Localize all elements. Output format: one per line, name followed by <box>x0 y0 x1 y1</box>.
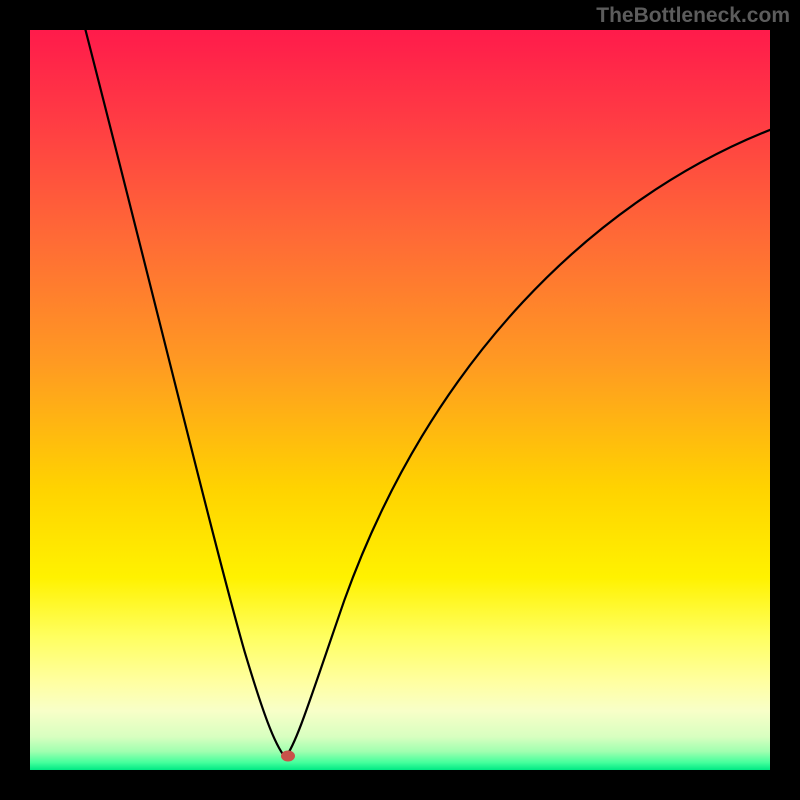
optimum-marker <box>281 750 295 761</box>
bottleneck-curve <box>30 30 770 770</box>
watermark-text: TheBottleneck.com <box>596 4 790 28</box>
curve-path <box>86 30 771 757</box>
plot-area <box>30 30 770 770</box>
chart-frame: TheBottleneck.com <box>0 0 800 800</box>
